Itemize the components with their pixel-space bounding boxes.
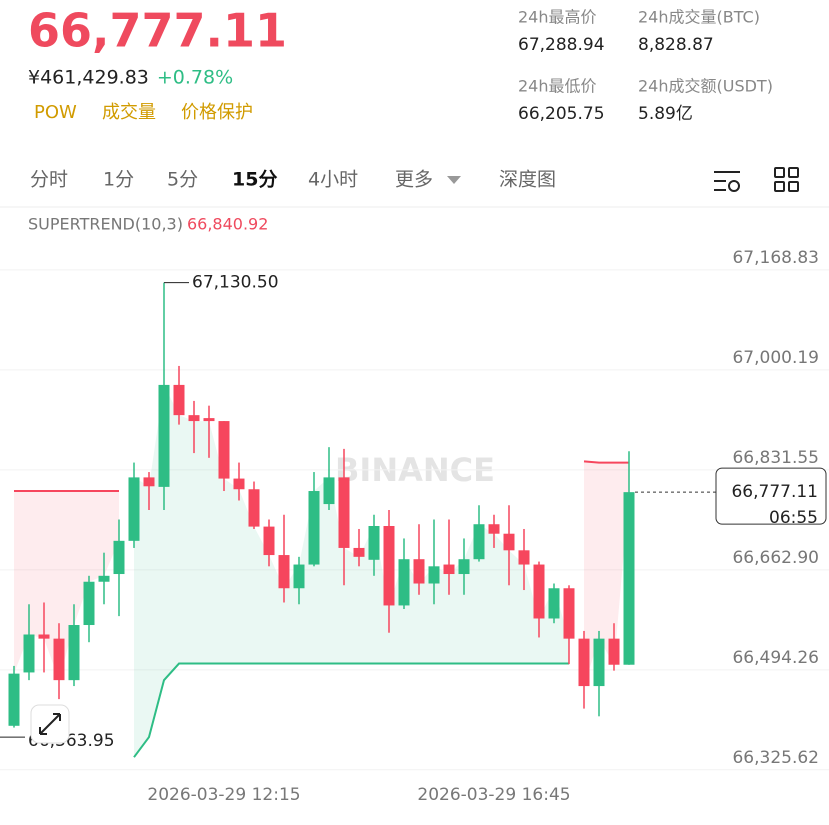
- candle-body: [473, 524, 485, 560]
- candle-body: [218, 421, 230, 479]
- candle-body: [233, 478, 245, 490]
- y-tick-label: 67,168.83: [732, 248, 819, 268]
- layout-icon[interactable]: [774, 167, 799, 192]
- candle-body: [128, 477, 140, 541]
- x-tick-label: 2026-03-29 16:45: [417, 785, 570, 805]
- y-tick-label: 66,831.55: [732, 448, 819, 468]
- indicator-name: SUPERTREND(10,3): [28, 215, 183, 234]
- candle-body: [413, 559, 425, 584]
- cny-price: ¥461,429.83: [28, 67, 149, 89]
- candle-body: [488, 524, 500, 534]
- candle-body: [23, 634, 35, 673]
- indicator-value: 66,840.92: [187, 215, 268, 234]
- candle-body: [278, 555, 290, 589]
- candle-body: [38, 634, 50, 639]
- candle-body: [68, 625, 80, 681]
- candle-body: [293, 564, 305, 589]
- high-marker-label: 67,130.50: [192, 273, 279, 293]
- candle-body: [578, 638, 590, 687]
- stat-value: 67,288.94: [518, 35, 605, 55]
- tab[interactable]: 更多: [395, 169, 433, 191]
- stat-value: 8,828.87: [638, 35, 714, 55]
- tab[interactable]: 分时: [30, 169, 68, 191]
- candle-body: [203, 418, 215, 422]
- supertrend-line: [133, 662, 569, 758]
- tag[interactable]: POW: [34, 102, 77, 123]
- candle-body: [98, 575, 110, 582]
- candle-body: [623, 492, 635, 665]
- tab-bar: 分时 1分 5分 15分 4小时 更多 深度图: [30, 169, 556, 191]
- stat-label: 24h最高价: [518, 8, 597, 27]
- plot: 67,168.83 67,000.19 66,831.55 66,662.90 66,4…: [0, 248, 829, 805]
- candle-body: [563, 588, 575, 639]
- candle-body: [608, 638, 620, 665]
- y-tick-label: 67,000.19: [732, 348, 819, 368]
- candle-body: [443, 564, 455, 575]
- tag[interactable]: 成交量: [102, 102, 156, 123]
- tab[interactable]: 4小时: [308, 169, 358, 191]
- trend-fill: [14, 491, 119, 681]
- stat-value: 66,205.75: [518, 104, 605, 124]
- y-tick-label: 66,325.62: [732, 748, 819, 768]
- candle-body: [353, 547, 365, 557]
- last-price-label: 66,777.11: [731, 482, 818, 502]
- stat-label: 24h最低价: [518, 77, 597, 96]
- last-price-box: [715, 467, 827, 525]
- candle-body: [368, 526, 380, 560]
- candle-body: [428, 566, 440, 584]
- tab[interactable]: 深度图: [499, 169, 556, 191]
- change: +0.78%: [157, 67, 233, 89]
- candle-body: [548, 588, 560, 619]
- tab[interactable]: 5分: [167, 169, 198, 191]
- candle-body: [53, 638, 65, 681]
- candle-body: [263, 526, 275, 556]
- tag[interactable]: 价格保护: [181, 102, 253, 123]
- candle-body: [8, 673, 20, 726]
- candle-body: [518, 550, 530, 565]
- candle-body: [398, 559, 410, 606]
- tab[interactable]: 15分: [232, 169, 277, 191]
- last-price: 66,777.11: [28, 4, 287, 58]
- stat-value: 5.89亿: [638, 104, 693, 124]
- supertrend-line: [583, 460, 629, 464]
- candle-body: [173, 384, 185, 416]
- y-tick-label: 66,494.26: [732, 648, 819, 668]
- candle-body: [383, 526, 395, 606]
- candle-body: [158, 384, 170, 487]
- expand-icon[interactable]: [30, 704, 70, 744]
- candle-body: [113, 540, 125, 575]
- candle-body: [188, 415, 200, 422]
- candle-body: [323, 477, 335, 505]
- candle-body: [458, 559, 470, 575]
- y-tick-label: 66,662.90: [732, 548, 819, 568]
- candle-body: [143, 477, 155, 487]
- trend-fill: [584, 461, 629, 687]
- x-tick-label: 2026-03-29 12:15: [147, 785, 300, 805]
- candle-body: [308, 491, 320, 565]
- tab[interactable]: 1分: [103, 169, 134, 191]
- candle-body: [338, 477, 350, 548]
- stat-label: 24h成交量(BTC): [638, 8, 760, 27]
- candle-body: [83, 581, 95, 626]
- candle-body: [593, 638, 605, 687]
- stat-label: 24h成交额(USDT): [638, 77, 773, 96]
- candle-body: [248, 489, 260, 527]
- indicator-settings-icon[interactable]: [714, 171, 740, 192]
- candle-body: [503, 533, 515, 551]
- countdown: 06:55: [769, 508, 818, 528]
- dropdown-arrow: [447, 176, 461, 184]
- trend-fill: [134, 384, 569, 758]
- candle-body: [533, 564, 545, 619]
